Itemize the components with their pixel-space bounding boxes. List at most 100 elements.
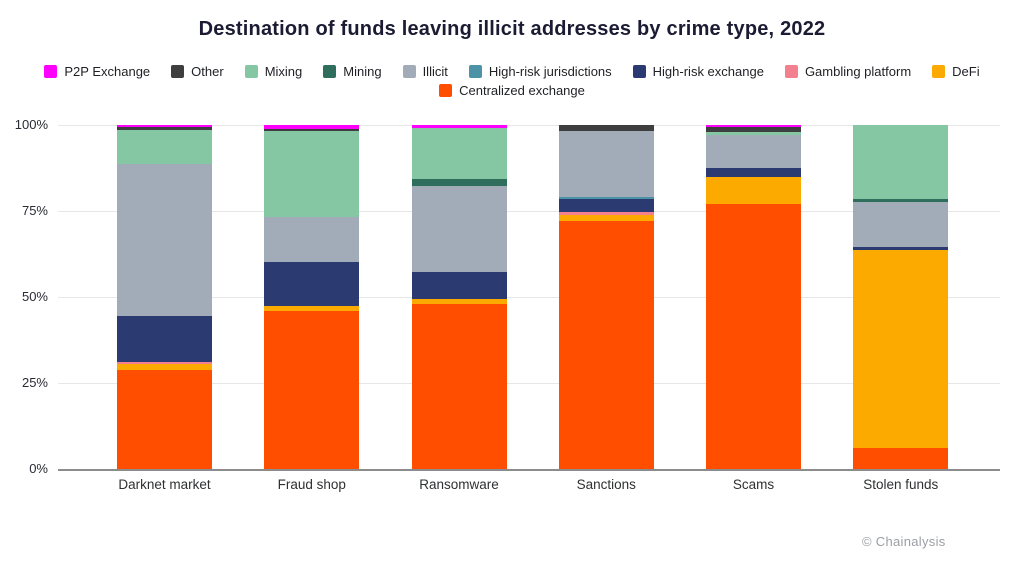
bar-segment-p2p-exchange bbox=[117, 125, 212, 128]
legend-item: Centralized exchange bbox=[439, 83, 585, 98]
bar-segment-p2p-exchange bbox=[706, 125, 801, 127]
bar-segment-centralized-exchange bbox=[853, 448, 949, 469]
bar-segment-illicit bbox=[706, 135, 801, 168]
bar-segment-defi bbox=[558, 215, 654, 222]
legend-swatch-icon bbox=[402, 65, 416, 78]
legend-swatch-icon bbox=[439, 84, 453, 97]
bar-segment-high-risk-jurisdictions bbox=[558, 196, 654, 199]
x-category-label: Fraud shop bbox=[277, 477, 346, 492]
legend-item: Mixing bbox=[244, 64, 303, 79]
stacked-bar-ransomware bbox=[411, 125, 507, 469]
legend-item: DeFi bbox=[932, 64, 980, 79]
legend-swatch-icon bbox=[244, 65, 258, 78]
legend-item: Illicit bbox=[402, 64, 448, 79]
copyright-attribution: © Chainalysis bbox=[862, 534, 946, 549]
legend-swatch-icon bbox=[171, 65, 185, 78]
stacked-bar-darknet-market bbox=[117, 125, 212, 469]
legend-label: Centralized exchange bbox=[459, 83, 585, 98]
bar-segment-high-risk-exchange bbox=[706, 167, 801, 177]
stacked-bar-sanctions bbox=[558, 125, 654, 469]
legend-label: Gambling platform bbox=[804, 64, 912, 79]
bar-segment-high-risk-exchange bbox=[558, 198, 654, 213]
bar-segment-other bbox=[264, 129, 360, 132]
bar-segment-defi bbox=[853, 249, 949, 449]
bar-segment-gambling-platform bbox=[558, 212, 654, 216]
stacked-bar-scams bbox=[706, 125, 801, 469]
bar-segment-p2p-exchange bbox=[264, 125, 360, 130]
y-tick-label: 25% bbox=[21, 375, 48, 390]
legend-item: High-risk jurisdictions bbox=[468, 64, 612, 79]
bar-segment-high-risk-exchange bbox=[411, 271, 507, 300]
bar-segment-centralized-exchange bbox=[558, 221, 654, 469]
x-category-label: Scams bbox=[732, 477, 775, 492]
gridline bbox=[58, 296, 1000, 298]
legend-swatch-icon bbox=[323, 65, 337, 78]
bar-segment-centralized-exchange bbox=[411, 303, 507, 469]
legend-label: High-risk jurisdictions bbox=[488, 64, 612, 79]
bar-segment-high-risk-exchange bbox=[264, 261, 360, 306]
legend-swatch-icon bbox=[784, 65, 798, 78]
bar-segment-defi bbox=[411, 299, 507, 304]
x-category-label: Darknet market bbox=[118, 477, 211, 492]
legend-swatch-icon bbox=[632, 65, 646, 78]
bar-segment-other bbox=[117, 127, 212, 130]
bar-segment-mixing bbox=[264, 131, 360, 218]
legend-item: Gambling platform bbox=[784, 64, 912, 79]
bar-segment-illicit bbox=[853, 201, 949, 248]
bar-segment-mixing bbox=[853, 125, 949, 199]
bar-segment-illicit bbox=[264, 217, 360, 262]
legend-label: Other bbox=[191, 64, 224, 79]
x-axis-line bbox=[58, 469, 1000, 471]
y-tick-label: 0% bbox=[29, 461, 48, 476]
bar-segment-illicit bbox=[411, 185, 507, 272]
stacked-bar-fraud-shop bbox=[264, 125, 360, 469]
x-category-label: Sanctions bbox=[576, 477, 636, 492]
legend-item: P2P Exchange bbox=[44, 64, 150, 79]
bar-segment-mining bbox=[411, 179, 507, 186]
legend-item: High-risk exchange bbox=[632, 64, 764, 79]
legend-row: Centralized exchange bbox=[439, 83, 585, 98]
legend: P2P Exchange Other Mixing Mining Illicit High… bbox=[0, 64, 1024, 98]
stacked-bar-stolen-funds bbox=[853, 125, 949, 469]
x-category-label: Ransomware bbox=[419, 477, 499, 492]
bar-segment-mixing bbox=[411, 127, 507, 180]
legend-swatch-icon bbox=[44, 65, 58, 78]
bar-segment-high-risk-exchange bbox=[853, 247, 949, 250]
bar-segment-mixing bbox=[706, 131, 801, 136]
bar-segment-gambling-platform bbox=[117, 362, 212, 364]
legend-item: Mining bbox=[323, 64, 382, 79]
legend-item: Other bbox=[171, 64, 224, 79]
chart-title: Destination of funds leaving illicit add… bbox=[198, 18, 826, 40]
gridline bbox=[58, 382, 1000, 384]
bar-segment-defi bbox=[706, 176, 801, 205]
bar-segment-p2p-exchange bbox=[411, 125, 507, 128]
bar-segment-centralized-exchange bbox=[117, 369, 212, 469]
y-tick-label: 100% bbox=[14, 117, 48, 132]
y-tick-label: 50% bbox=[21, 289, 48, 304]
gridline bbox=[58, 210, 1000, 212]
bar-segment-mixing bbox=[117, 129, 212, 165]
bar-segment-other bbox=[706, 126, 801, 132]
bar-segment-illicit bbox=[558, 131, 654, 197]
bar-segment-centralized-exchange bbox=[264, 310, 360, 469]
legend-label: High-risk exchange bbox=[652, 64, 764, 79]
bar-segment-high-risk-exchange bbox=[117, 315, 212, 363]
gridline bbox=[58, 124, 1000, 126]
y-tick-label: 75% bbox=[21, 203, 48, 218]
bar-segment-centralized-exchange bbox=[706, 204, 801, 469]
legend-row: P2P Exchange Other Mixing Mining Illicit High… bbox=[44, 64, 980, 79]
legend-label: Mixing bbox=[264, 64, 303, 79]
bar-segment-illicit bbox=[117, 164, 212, 316]
bar-segment-mining bbox=[853, 198, 949, 202]
bar-segment-defi bbox=[117, 363, 212, 370]
legend-swatch-icon bbox=[468, 65, 482, 78]
legend-swatch-icon bbox=[932, 65, 946, 78]
legend-label: DeFi bbox=[952, 64, 980, 79]
bar-segment-defi bbox=[264, 305, 360, 311]
legend-label: Mining bbox=[343, 64, 382, 79]
bar-segment-other bbox=[558, 125, 654, 132]
x-category-label: Stolen funds bbox=[863, 477, 939, 492]
legend-label: P2P Exchange bbox=[64, 64, 151, 79]
